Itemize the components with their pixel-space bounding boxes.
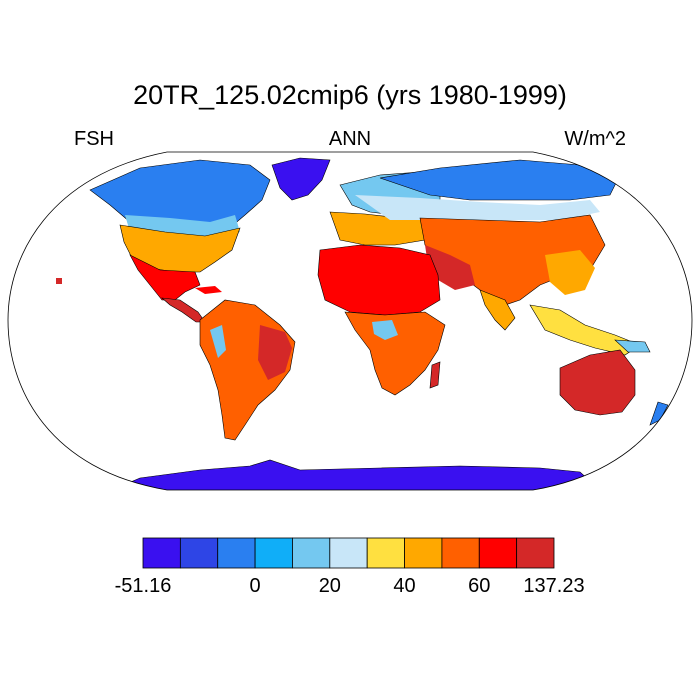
antarctica [99,459,601,490]
colorbar-box-4 [292,537,331,569]
globe-outline [7,151,693,491]
africa-south [344,311,446,396]
new-guinea [614,339,651,353]
colorbar-box-7 [404,537,443,569]
asia-china [545,250,595,295]
colorbar-box-1 [179,537,219,569]
madagascar [429,361,441,389]
south-america-east [258,325,292,380]
colorbar-box-8 [441,537,480,569]
colorbar-box-0 [142,537,181,569]
asia-north [379,159,621,201]
colorbar-boxes [142,537,555,569]
units-label: W/m^2 [564,128,626,150]
colorbar-tick-label-3: 40 [393,575,416,597]
africa-congo [372,320,398,340]
continents [56,157,669,490]
colorbar-tick-label-4: 60 [468,575,491,597]
season-label: ANN [328,128,372,150]
variable-label: FSH [74,128,114,150]
colorbar-tick-label-5: 137.23 [523,575,585,597]
north-america-south [129,254,201,301]
hawaii [56,278,62,284]
colorbar-box-6 [366,537,405,569]
colorbar-box-10 [516,537,555,569]
map-title: 20TR_125.02cmip6 (yrs 1980-1999) [133,80,567,110]
colorbar-box-5 [329,537,368,569]
asia-south [479,289,516,331]
colorbar-box-3 [254,537,293,569]
colorbar-box-2 [217,537,256,569]
colorbar-tick-label-0: -51.16 [114,575,172,597]
colorbar-tick-label-1: 0 [249,575,261,597]
australia [559,349,636,416]
africa-north [317,244,441,316]
south-america-andes [210,325,226,358]
asia-siberia [355,195,600,220]
colorbar-box-9 [478,537,518,569]
greenland [271,157,331,201]
colorbar-tick-label-2: 20 [318,575,341,597]
caribbean [195,286,222,294]
